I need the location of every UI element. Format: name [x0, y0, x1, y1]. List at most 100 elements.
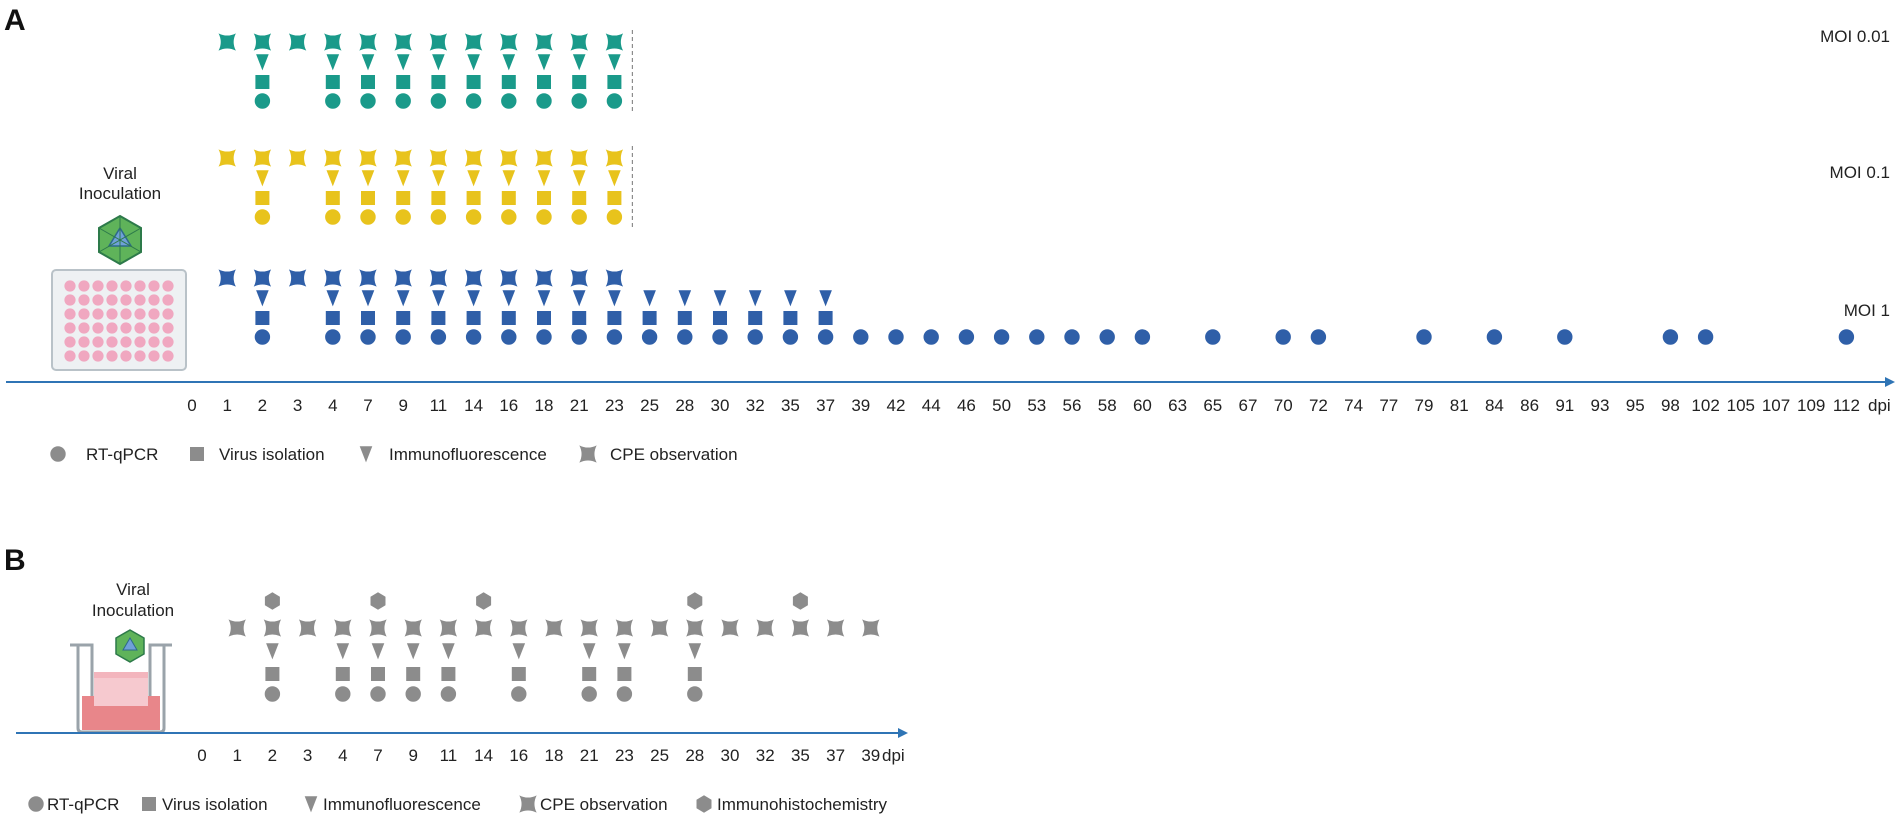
tick-label: 23: [615, 746, 634, 765]
square-legend-icon: [190, 447, 204, 461]
immunofluorescence-marker: [537, 170, 551, 187]
plate-well: [148, 308, 160, 320]
triangle-legend-icon: [359, 446, 373, 463]
plate-well: [78, 350, 90, 362]
tick-label: 0: [187, 396, 196, 415]
plate-well: [148, 280, 160, 292]
tick-label: 39: [861, 746, 880, 765]
cpe-marker: [394, 33, 412, 51]
cpe-marker: [218, 269, 236, 287]
cpe-marker: [218, 149, 236, 167]
tick-label: 1: [232, 746, 241, 765]
tick-label: 72: [1309, 396, 1328, 415]
plate-well: [64, 336, 76, 348]
legend-label: Virus isolation: [219, 445, 325, 464]
rt-qpcr-marker: [335, 686, 351, 702]
transwell-insert-icon: [70, 629, 172, 734]
immunofluorescence-marker: [537, 290, 551, 307]
cpe-marker: [570, 149, 588, 167]
cpe-marker: [324, 269, 342, 287]
panel-b-markers: [228, 592, 880, 702]
cpe-marker: [288, 269, 307, 287]
rt-qpcr-marker: [1486, 329, 1503, 345]
cpe-marker: [288, 33, 307, 51]
tick-label: 56: [1063, 396, 1082, 415]
immunofluorescence-marker: [432, 170, 445, 187]
virus-isolation-marker: [371, 667, 385, 681]
rt-qpcr-marker: [536, 93, 552, 109]
plate-well: [162, 336, 174, 348]
plate-well: [92, 308, 104, 320]
plate-well: [134, 322, 146, 334]
square-legend-icon: [142, 797, 156, 811]
plate-well: [78, 336, 90, 348]
cpe-marker: [359, 33, 377, 51]
plate-well: [64, 308, 76, 320]
immunofluorescence-marker: [608, 290, 621, 307]
cpe-marker: [650, 619, 669, 637]
tick-label: 16: [509, 746, 528, 765]
virus-isolation-marker: [582, 667, 597, 681]
tick-label: 28: [685, 746, 704, 765]
virus-isolation-marker: [361, 311, 375, 325]
tick-label: 21: [580, 746, 599, 765]
tick-label: 91: [1555, 396, 1574, 415]
immunofluorescence-marker: [502, 290, 516, 307]
immunofluorescence-marker: [406, 643, 420, 660]
rt-qpcr-marker: [501, 329, 517, 345]
tick-label: 81: [1450, 396, 1469, 415]
plate-well: [148, 322, 160, 334]
rt-qpcr-marker: [465, 209, 482, 225]
tick-label: 39: [851, 396, 870, 415]
immunofluorescence-marker: [396, 290, 410, 307]
immunofluorescence-marker: [266, 643, 279, 660]
tick-label: 2: [258, 396, 267, 415]
cpe-marker: [394, 149, 412, 167]
immunofluorescence-marker: [713, 290, 727, 307]
cpe-marker: [605, 149, 624, 167]
virus-isolation-marker: [255, 191, 270, 205]
panel-a-inoculation-line-1: Viral: [103, 164, 137, 183]
rt-qpcr-marker: [1275, 329, 1291, 345]
immunofluorescence-marker: [361, 290, 375, 307]
hexagon-legend-icon: [696, 795, 712, 813]
tick-label: 35: [791, 746, 810, 765]
plate-well: [162, 294, 174, 306]
moi-row: MOI 1: [218, 269, 1890, 345]
rt-qpcr-marker: [325, 93, 341, 109]
virus-isolation-marker: [396, 311, 411, 325]
cpe-marker: [686, 619, 704, 637]
cpe-marker: [500, 33, 518, 51]
tick-label: 74: [1344, 396, 1363, 415]
tick-label: 9: [408, 746, 417, 765]
rt-qpcr-marker: [641, 329, 658, 345]
rt-qpcr-marker: [405, 686, 421, 702]
cpe-marker: [510, 619, 528, 637]
rt-qpcr-marker: [1029, 329, 1045, 345]
legend-label: Immunohistochemistry: [717, 795, 888, 814]
immunofluorescence-marker: [396, 170, 410, 187]
rt-qpcr-marker: [511, 686, 527, 702]
rt-qpcr-marker: [1662, 329, 1679, 345]
tick-label: 46: [957, 396, 976, 415]
rt-qpcr-marker: [853, 329, 869, 345]
rt-qpcr-marker: [782, 329, 799, 345]
plate-well: [148, 294, 160, 306]
rt-qpcr-marker: [360, 93, 376, 109]
immunofluorescence-marker: [396, 54, 410, 71]
immunofluorescence-marker: [467, 170, 480, 187]
plate-well: [106, 336, 118, 348]
cpe-marker: [334, 619, 352, 637]
moi-label: MOI 0.01: [1820, 27, 1890, 46]
cpe-marker: [580, 619, 598, 637]
rt-qpcr-marker: [616, 686, 633, 702]
immunofluorescence-marker: [326, 54, 340, 71]
virus-isolation-marker: [255, 75, 270, 89]
rt-qpcr-marker: [395, 93, 411, 109]
tick-label: 50: [992, 396, 1011, 415]
tick-label: 67: [1239, 396, 1258, 415]
tick-label: 4: [328, 396, 337, 415]
immunohistochemistry-marker: [264, 592, 280, 610]
immunofluorescence-marker: [256, 290, 269, 307]
plate-well: [134, 308, 146, 320]
